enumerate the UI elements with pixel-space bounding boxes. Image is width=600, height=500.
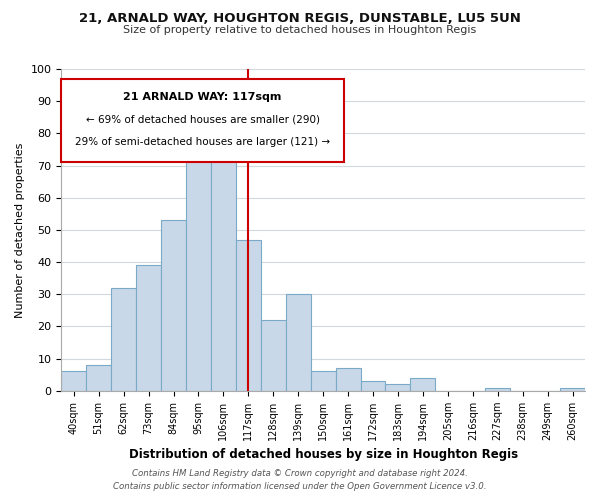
Bar — [361, 381, 385, 391]
Y-axis label: Number of detached properties: Number of detached properties — [15, 142, 25, 318]
Text: 29% of semi-detached houses are larger (121) →: 29% of semi-detached houses are larger (… — [75, 136, 330, 146]
Bar — [286, 294, 311, 391]
Bar — [385, 384, 410, 391]
Text: ← 69% of detached houses are smaller (290): ← 69% of detached houses are smaller (29… — [86, 114, 320, 124]
Text: Contains HM Land Registry data © Crown copyright and database right 2024.: Contains HM Land Registry data © Crown c… — [132, 468, 468, 477]
Text: Contains public sector information licensed under the Open Government Licence v3: Contains public sector information licen… — [113, 482, 487, 491]
Bar — [311, 372, 335, 391]
Bar — [186, 130, 211, 391]
Bar — [410, 378, 436, 391]
Bar — [111, 288, 136, 391]
Bar — [236, 240, 261, 391]
Text: 21, ARNALD WAY, HOUGHTON REGIS, DUNSTABLE, LU5 5UN: 21, ARNALD WAY, HOUGHTON REGIS, DUNSTABL… — [79, 12, 521, 26]
Text: Size of property relative to detached houses in Houghton Regis: Size of property relative to detached ho… — [124, 25, 476, 35]
Bar — [61, 372, 86, 391]
Bar — [335, 368, 361, 391]
FancyBboxPatch shape — [61, 78, 344, 162]
Bar — [211, 130, 236, 391]
Bar — [485, 388, 510, 391]
Bar — [136, 266, 161, 391]
X-axis label: Distribution of detached houses by size in Houghton Regis: Distribution of detached houses by size … — [128, 448, 518, 462]
Bar — [161, 220, 186, 391]
Bar — [261, 320, 286, 391]
Bar — [86, 365, 111, 391]
Bar — [560, 388, 585, 391]
Text: 21 ARNALD WAY: 117sqm: 21 ARNALD WAY: 117sqm — [124, 92, 282, 102]
